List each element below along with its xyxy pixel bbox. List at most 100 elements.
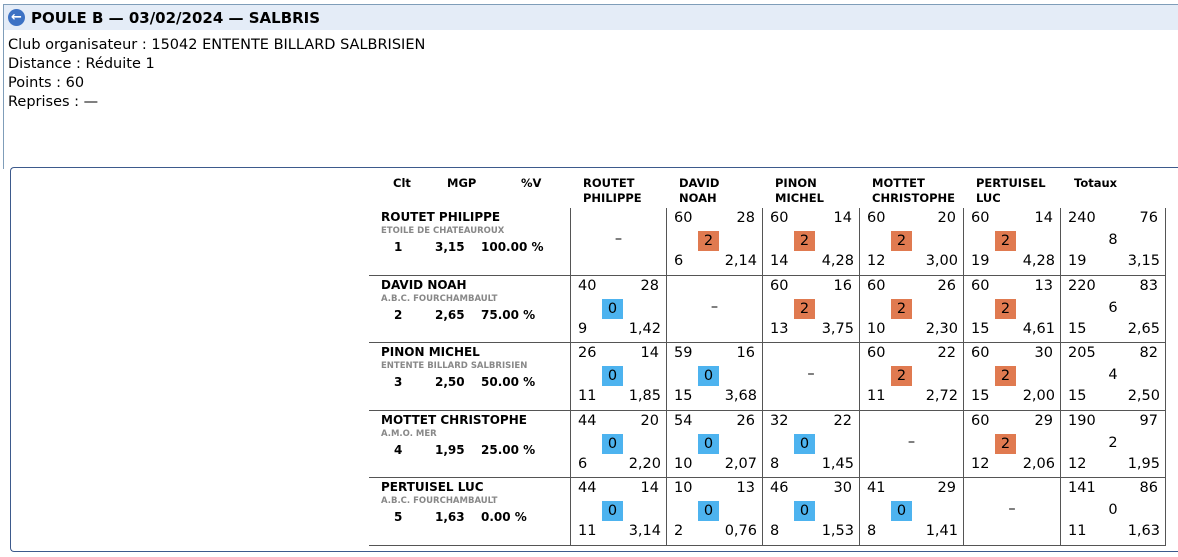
serie-value: 26 bbox=[937, 278, 956, 294]
serie-value: 86 bbox=[1139, 480, 1158, 496]
match-cell: 60 13 2 15 4,61 bbox=[963, 276, 1060, 343]
player-club: ETOILE DE CHATEAUROUX bbox=[381, 226, 505, 236]
self-match-cell: – bbox=[963, 478, 1060, 546]
serie-value: 29 bbox=[1034, 413, 1053, 429]
serie-value: 30 bbox=[833, 480, 852, 496]
serie-value: 14 bbox=[1034, 210, 1053, 226]
player-win-percent: 0.00 % bbox=[481, 510, 527, 524]
serie-value: 28 bbox=[640, 278, 659, 294]
reprises-value: 19 bbox=[1068, 253, 1087, 269]
reprises-value: 12 bbox=[867, 253, 886, 269]
reprises-value: 15 bbox=[1068, 321, 1087, 337]
reprises-value: 8 bbox=[770, 456, 780, 472]
average-value: 2,65 bbox=[1127, 321, 1160, 337]
col-header-opponent-line: ROUTET bbox=[583, 176, 635, 190]
player-row: DAVID NOAH A.B.C. FOURCHAMBAULT 2 2,65 75.00… bbox=[369, 276, 570, 343]
serie-value: 26 bbox=[736, 413, 755, 429]
reprises-value: 15 bbox=[971, 388, 990, 404]
reprises-value: 12 bbox=[971, 456, 990, 472]
match-cell: 60 28 2 6 2,14 bbox=[666, 208, 762, 276]
player-name: DAVID NOAH bbox=[381, 278, 467, 292]
match-result-badge: 2 bbox=[995, 434, 1016, 454]
match-result-badge: 2 bbox=[891, 231, 912, 251]
reprises-value: 14 bbox=[770, 253, 789, 269]
average-value: 1,53 bbox=[821, 523, 854, 539]
points-value: 205 bbox=[1068, 345, 1096, 361]
average-value: 3,15 bbox=[1127, 253, 1160, 269]
points-value: 60 bbox=[867, 278, 886, 294]
match-cell: 10 13 0 2 0,76 bbox=[666, 478, 762, 546]
average-value: 2,14 bbox=[724, 253, 757, 269]
points-value: 60 bbox=[971, 278, 990, 294]
points-value: 40 bbox=[578, 278, 597, 294]
match-cell: 32 22 0 8 1,45 bbox=[762, 411, 859, 478]
self-match-cell: – bbox=[859, 411, 963, 478]
empty-dash: – bbox=[710, 299, 719, 315]
col-header-opponent-line: PINON bbox=[775, 176, 817, 190]
reprises-value: 11 bbox=[867, 388, 886, 404]
serie-value: 14 bbox=[833, 210, 852, 226]
points-value: 60 bbox=[674, 210, 693, 226]
player-rank: 2 bbox=[394, 308, 403, 322]
reprises-value: 12 bbox=[1068, 456, 1087, 472]
reprises-value: 8 bbox=[770, 523, 780, 539]
player-rank: 1 bbox=[394, 240, 403, 254]
match-result-badge: 0 bbox=[698, 366, 719, 386]
distance-info: Distance : Réduite 1 bbox=[8, 56, 155, 72]
serie-value: 30 bbox=[1034, 345, 1053, 361]
col-header-opponent-line: NOAH bbox=[679, 191, 717, 205]
match-result-badge: 2 bbox=[794, 299, 815, 319]
points-value: 190 bbox=[1068, 413, 1096, 429]
player-club: A.B.C. FOURCHAMBAULT bbox=[381, 496, 498, 506]
total-cell: 190 97 2 12 1,95 bbox=[1060, 411, 1166, 478]
serie-value: 29 bbox=[937, 480, 956, 496]
reprises-value: 9 bbox=[578, 321, 588, 337]
total-match-points: 8 bbox=[1108, 232, 1118, 248]
player-club: A.M.O. MER bbox=[381, 429, 437, 439]
self-match-cell: – bbox=[666, 276, 762, 343]
match-result-badge: 2 bbox=[794, 231, 815, 251]
col-header-pv: %V bbox=[521, 176, 542, 190]
match-result-badge: 2 bbox=[995, 231, 1016, 251]
reprises-value: 2 bbox=[674, 523, 684, 539]
match-result-badge: 0 bbox=[602, 501, 623, 521]
match-result-badge: 2 bbox=[995, 299, 1016, 319]
match-result-badge: 0 bbox=[891, 501, 912, 521]
total-match-points: 2 bbox=[1108, 435, 1118, 451]
match-result-badge: 2 bbox=[698, 231, 719, 251]
points-value: 60 bbox=[770, 278, 789, 294]
total-cell: 141 86 0 11 1,63 bbox=[1060, 478, 1166, 546]
reprises-value: 6 bbox=[578, 456, 588, 472]
reprises-value: 15 bbox=[971, 321, 990, 337]
serie-value: 82 bbox=[1139, 345, 1158, 361]
points-value: 26 bbox=[578, 345, 597, 361]
player-row: PERTUISEL LUC A.B.C. FOURCHAMBAULT 5 1,63 0.… bbox=[369, 478, 570, 546]
col-header-opponent-line: PERTUISEL bbox=[976, 176, 1046, 190]
reprises-value: 11 bbox=[1068, 523, 1087, 539]
average-value: 1,63 bbox=[1127, 523, 1160, 539]
points-value: 220 bbox=[1068, 278, 1096, 294]
reprises-value: 11 bbox=[578, 388, 597, 404]
self-match-cell: – bbox=[570, 208, 666, 276]
match-cell: 60 22 2 11 2,72 bbox=[859, 343, 963, 411]
player-mgp: 2,65 bbox=[435, 308, 465, 322]
match-cell: 54 26 0 10 2,07 bbox=[666, 411, 762, 478]
match-result-badge: 0 bbox=[698, 501, 719, 521]
serie-value: 28 bbox=[736, 210, 755, 226]
col-header-opponent-line: MOTTET bbox=[872, 176, 925, 190]
average-value: 1,95 bbox=[1127, 456, 1160, 472]
serie-value: 20 bbox=[640, 413, 659, 429]
back-arrow-icon[interactable]: ← bbox=[8, 9, 25, 26]
serie-value: 83 bbox=[1139, 278, 1158, 294]
serie-value: 14 bbox=[640, 480, 659, 496]
reprises-value: 8 bbox=[867, 523, 877, 539]
reprises-value: 10 bbox=[674, 456, 693, 472]
average-value: 1,85 bbox=[628, 388, 661, 404]
top-frame bbox=[3, 4, 1178, 169]
match-cell: 26 14 0 11 1,85 bbox=[570, 343, 666, 411]
col-header-opponent-line: PHILIPPE bbox=[583, 191, 642, 205]
match-cell: 60 30 2 15 2,00 bbox=[963, 343, 1060, 411]
reprises-value: 15 bbox=[1068, 388, 1087, 404]
average-value: 0,76 bbox=[724, 523, 757, 539]
serie-value: 13 bbox=[736, 480, 755, 496]
